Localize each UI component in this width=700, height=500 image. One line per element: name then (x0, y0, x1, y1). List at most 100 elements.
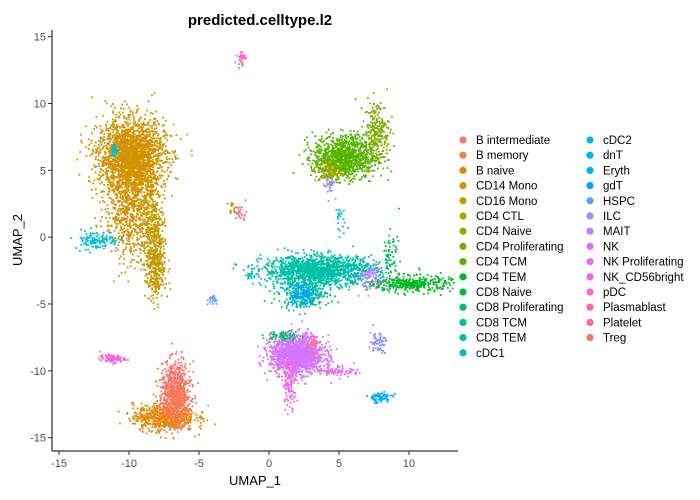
data-point (139, 157, 142, 159)
data-point (135, 196, 138, 198)
data-point (158, 163, 160, 166)
data-point (131, 160, 133, 163)
data-point (182, 413, 185, 416)
data-point (97, 152, 100, 155)
data-point (164, 361, 167, 364)
data-point (156, 248, 159, 251)
data-point (158, 259, 161, 262)
data-point (197, 382, 199, 385)
data-point (149, 234, 152, 237)
data-point (151, 213, 154, 216)
data-point (163, 368, 166, 370)
data-point (140, 188, 143, 191)
data-point (148, 264, 151, 267)
data-point (116, 125, 119, 128)
data-point (143, 409, 145, 412)
data-point (173, 418, 176, 420)
data-point (180, 374, 183, 377)
data-point (159, 247, 162, 250)
data-point (163, 429, 166, 431)
data-point (138, 124, 140, 127)
data-point (108, 132, 110, 135)
data-point (153, 259, 156, 261)
data-point (154, 412, 157, 415)
data-point (123, 133, 125, 136)
data-point (122, 249, 125, 252)
data-point (122, 174, 125, 177)
data-point (160, 278, 163, 281)
data-point (170, 369, 173, 372)
data-point (136, 134, 139, 137)
data-point (157, 292, 160, 294)
data-point (212, 295, 215, 297)
data-point (101, 241, 103, 243)
data-point (155, 276, 158, 278)
data-point (154, 224, 157, 226)
data-point (126, 138, 129, 140)
data-point (112, 144, 115, 146)
data-point (154, 226, 157, 229)
data-point (100, 208, 103, 211)
data-point (143, 235, 146, 237)
data-point (93, 232, 96, 235)
data-point (118, 191, 121, 194)
data-point (136, 104, 139, 107)
data-point (117, 212, 119, 215)
data-point (233, 207, 236, 209)
data-point (194, 397, 197, 400)
data-point (235, 206, 237, 208)
data-point (120, 154, 123, 157)
data-point (141, 140, 143, 143)
data-point (98, 149, 101, 152)
data-point (153, 237, 156, 240)
data-point (117, 184, 119, 187)
data-point (87, 180, 90, 182)
data-point (162, 130, 165, 133)
data-point (122, 253, 125, 256)
data-point (145, 140, 147, 143)
data-point (129, 214, 132, 216)
data-point (153, 422, 156, 425)
data-point (141, 423, 143, 426)
data-point (120, 359, 122, 362)
data-point (156, 145, 158, 148)
data-point (143, 123, 145, 125)
data-point (157, 240, 160, 243)
data-point (244, 199, 247, 202)
data-point (229, 212, 232, 215)
data-point (123, 126, 125, 129)
data-point (111, 239, 114, 242)
data-point (160, 390, 163, 393)
data-point (110, 147, 113, 149)
data-point (156, 400, 159, 402)
data-point (176, 367, 178, 369)
data-point (88, 237, 91, 239)
data-point (112, 126, 114, 128)
data-point (104, 242, 106, 245)
data-point (119, 126, 122, 129)
data-point (92, 240, 95, 243)
data-point (154, 290, 157, 293)
data-point (122, 154, 125, 157)
data-point (157, 217, 160, 220)
data-point (166, 152, 169, 155)
scatter-points (70, 51, 455, 440)
data-point (160, 379, 163, 381)
data-point (182, 412, 184, 414)
data-point (134, 173, 137, 175)
data-point (187, 422, 190, 425)
data-point (154, 227, 157, 230)
data-point (132, 401, 134, 404)
data-point (162, 284, 165, 286)
data-point (81, 239, 84, 242)
data-point (124, 162, 127, 165)
data-point (155, 431, 157, 434)
data-point (159, 164, 162, 167)
data-point (144, 113, 147, 116)
data-point (130, 150, 133, 153)
data-point (214, 298, 217, 300)
data-point (120, 138, 123, 140)
data-point (170, 387, 173, 390)
data-point (134, 422, 136, 425)
data-point (144, 232, 147, 235)
